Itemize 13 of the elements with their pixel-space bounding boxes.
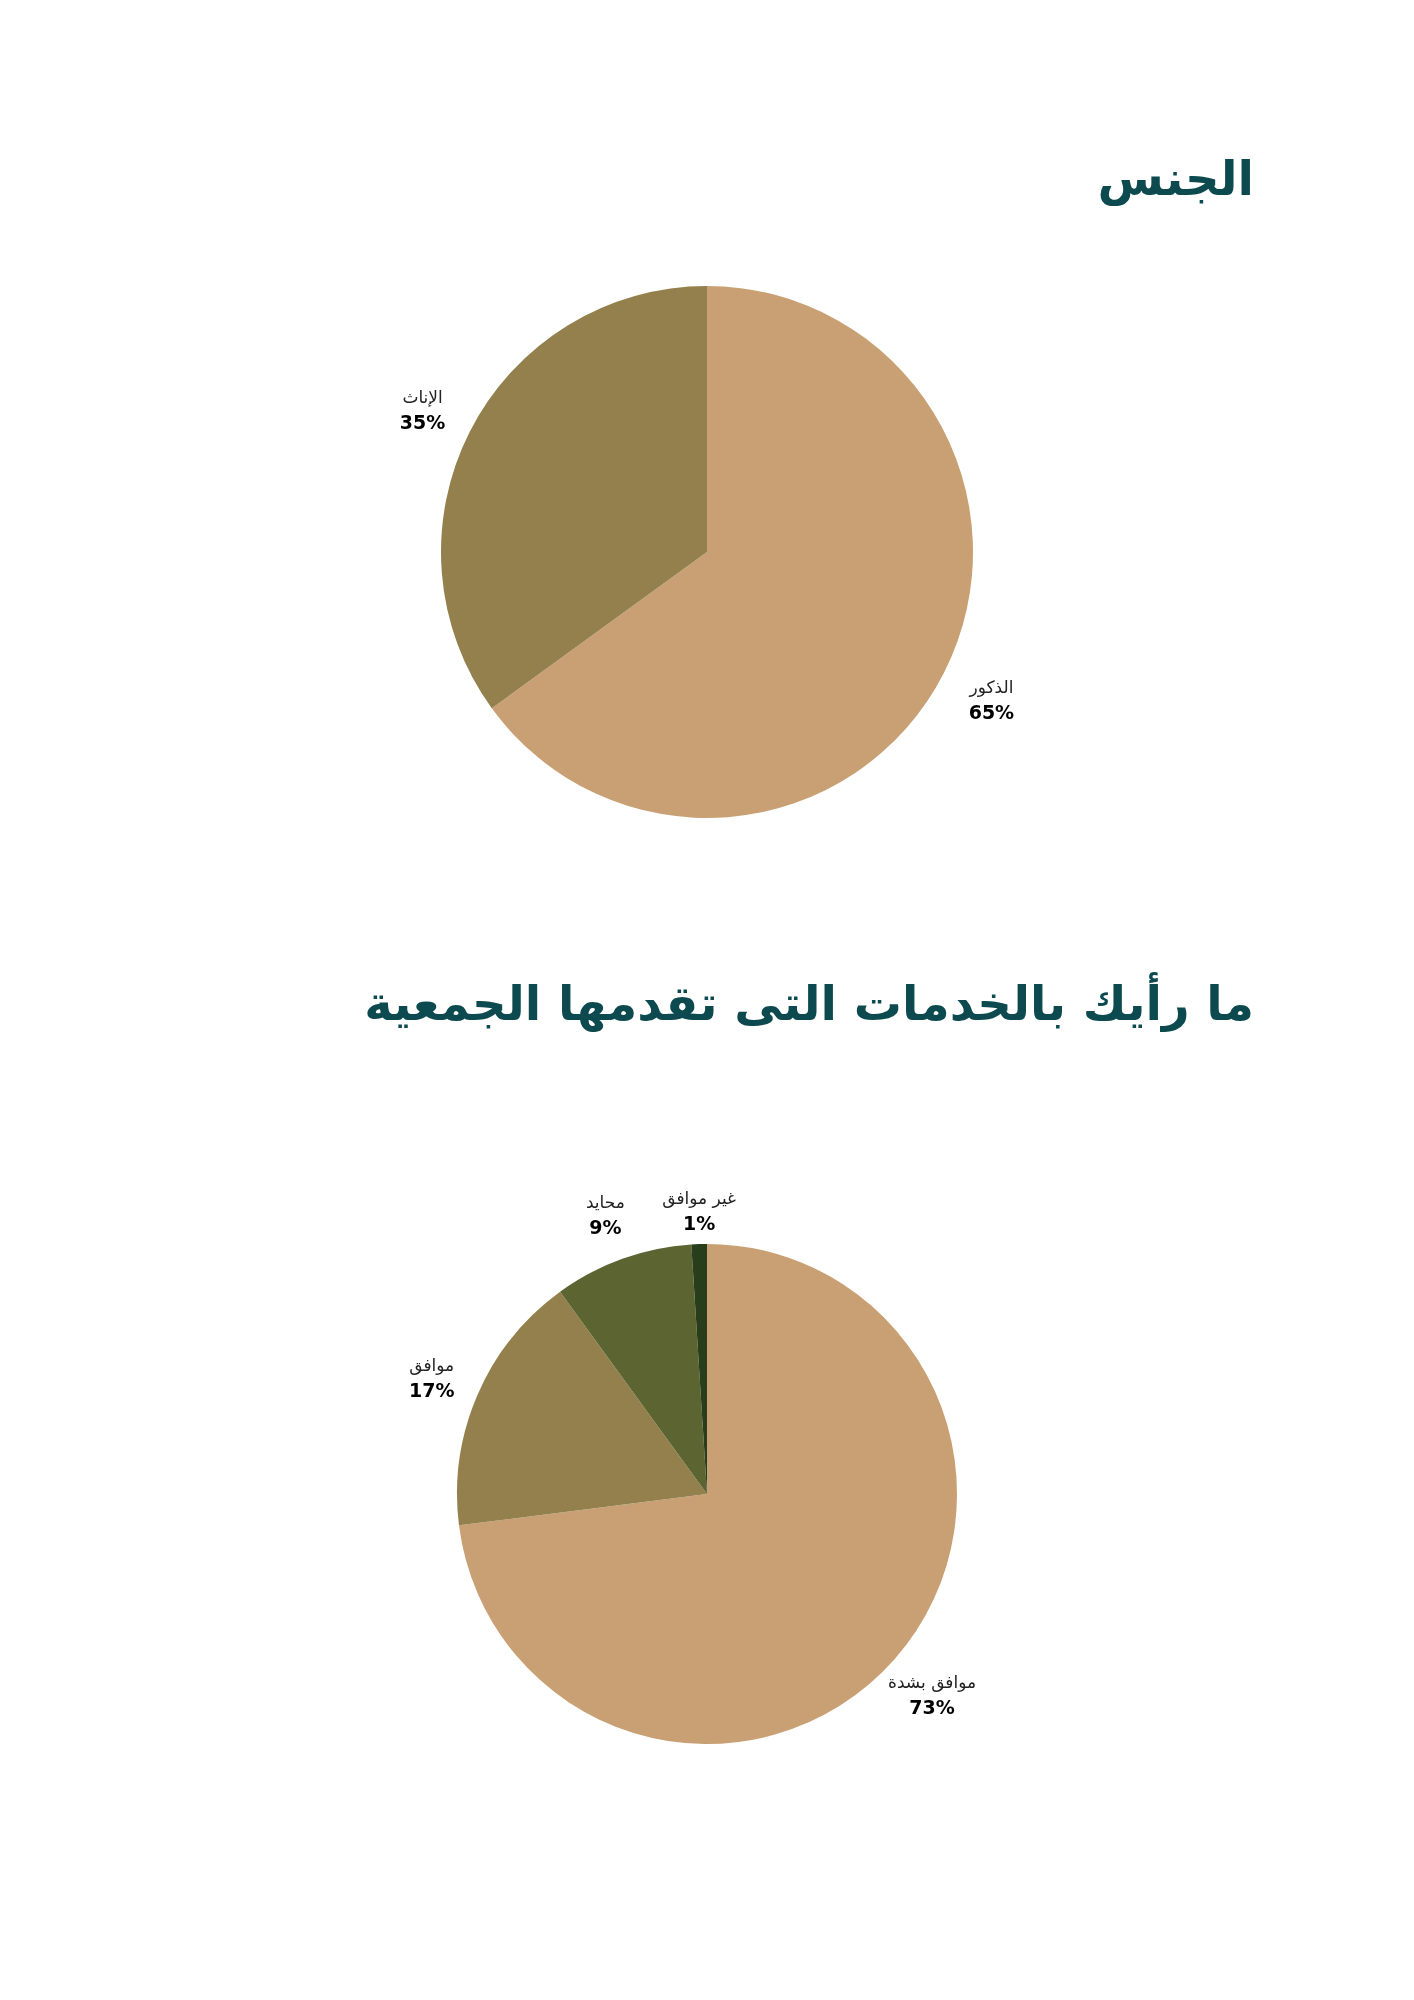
data-label: 1%: [683, 1212, 716, 1234]
data-label: 9%: [589, 1215, 622, 1238]
text: الجنس: [1097, 150, 1254, 206]
data-label: 17%: [408, 1378, 455, 1401]
slice-label: الذكور: [968, 676, 1014, 697]
data-label: 35%: [399, 411, 446, 434]
slice-label: الإناث: [402, 387, 443, 408]
slice-label: موافق: [409, 1354, 455, 1375]
slice-label: غير موافق: [662, 1188, 737, 1208]
data-label: 73%: [909, 1696, 955, 1719]
slice-label: موافق بشدة: [888, 1672, 977, 1693]
slice-label: محايد: [585, 1191, 625, 1212]
data-label: 65%: [968, 700, 1015, 723]
